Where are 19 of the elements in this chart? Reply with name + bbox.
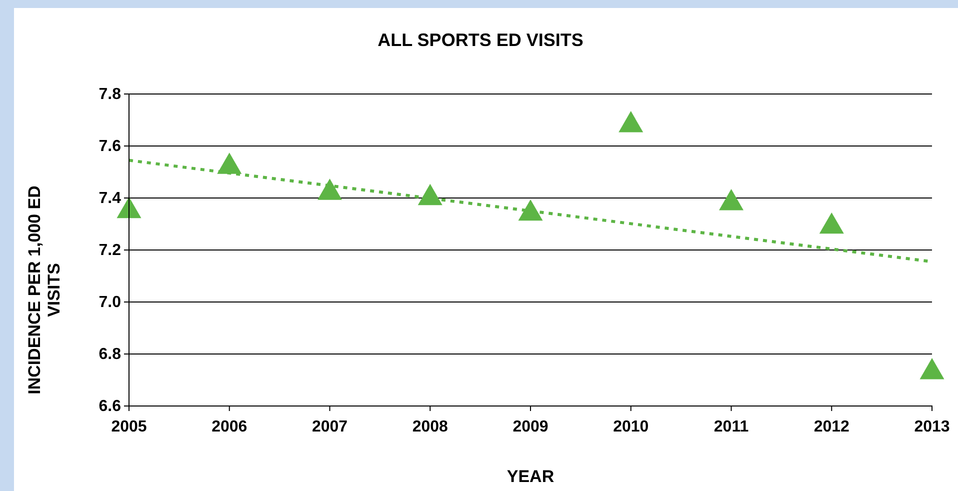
x-tick-label: 2012	[814, 418, 850, 436]
y-tick-label: 7.8	[98, 86, 122, 104]
x-axis-title: YEAR	[506, 467, 554, 486]
y-tick-label: 6.8	[98, 346, 122, 364]
y-tick-label: 7.0	[98, 294, 122, 312]
y-tick-label: 7.6	[98, 138, 122, 156]
x-tick-label: 2006	[212, 418, 248, 436]
x-tick-label: 2011	[714, 418, 749, 436]
x-tick-label: 2008	[412, 418, 448, 436]
y-tick-label: 6.6	[98, 398, 122, 416]
x-tick-label: 2007	[312, 418, 348, 436]
y-tick-label: 7.2	[98, 242, 122, 260]
chart-title: ALL SPORTS ED VISITS	[378, 30, 584, 50]
x-tick-label: 2013	[914, 418, 950, 436]
y-tick-label: 7.4	[98, 190, 122, 208]
x-tick-label: 2009	[512, 418, 548, 436]
x-tick-label: 2010	[613, 418, 649, 436]
y-axis-title: INCIDENCE PER 1,000 ED VISITS	[25, 186, 64, 394]
x-tick-label: 2005	[111, 418, 147, 436]
